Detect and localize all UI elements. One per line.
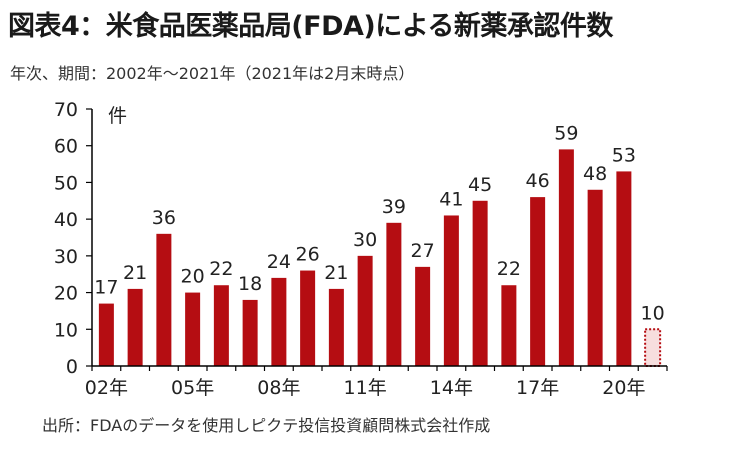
bar [386, 222, 402, 366]
bar [213, 285, 229, 366]
bar [242, 299, 258, 366]
y-axis-unit-label: 件 [108, 105, 127, 127]
bar [357, 255, 373, 366]
chart-subtitle: 年次、期間：2002年～2021年（2021年は2月末時点） [10, 64, 415, 83]
x-tick-label: 02年 [85, 377, 128, 399]
data-label: 10 [641, 302, 665, 324]
y-tick-label: 60 [54, 136, 78, 158]
x-axis: 02年 05年 08年 11年 14年 17年 20年 [85, 366, 668, 399]
data-label: 48 [583, 163, 607, 185]
data-label: 22 [209, 258, 233, 280]
data-label: 24 [267, 251, 291, 273]
data-label: 21 [123, 262, 147, 284]
bar [300, 270, 316, 366]
bar [328, 288, 344, 366]
bar [558, 149, 574, 366]
bar [156, 233, 172, 366]
y-axis: 0 10 20 30 40 50 60 70 [54, 99, 92, 378]
bar-partial [644, 328, 662, 367]
bar [501, 285, 517, 366]
bar [530, 197, 546, 366]
chart-title: 図表4：米食品医薬品局(FDA)による新薬承認件数 [8, 11, 613, 42]
y-tick-label: 0 [66, 356, 78, 378]
data-label: 36 [152, 207, 176, 229]
y-tick-label: 10 [54, 319, 78, 341]
bars [98, 149, 662, 367]
data-label: 46 [526, 170, 550, 192]
data-label: 18 [238, 273, 262, 295]
data-label: 45 [468, 174, 492, 196]
x-tick-label: 14年 [430, 377, 473, 399]
data-label: 26 [296, 244, 320, 266]
source-note: 出所：FDAのデータを使用しピクテ投信投資顧問株式会社作成 [42, 416, 491, 435]
bar [98, 303, 114, 366]
data-label: 22 [497, 258, 521, 280]
data-label: 27 [411, 240, 435, 262]
x-tick-label: 20年 [602, 377, 645, 399]
x-tick-label: 08年 [257, 377, 300, 399]
bar [616, 171, 632, 366]
data-label: 53 [612, 144, 636, 166]
bar [415, 266, 431, 366]
y-tick-label: 20 [54, 283, 78, 305]
data-label: 39 [382, 196, 406, 218]
x-tick-label: 11年 [344, 377, 387, 399]
y-tick-label: 30 [54, 246, 78, 268]
data-label: 59 [554, 122, 578, 144]
data-label: 17 [94, 277, 118, 299]
data-label: 21 [324, 262, 348, 284]
bar [185, 292, 201, 366]
x-tick-label: 05年 [171, 377, 214, 399]
data-label: 20 [181, 266, 205, 288]
data-label: 41 [439, 188, 463, 210]
bar [472, 200, 488, 366]
bar [271, 277, 287, 366]
y-tick-label: 70 [54, 99, 78, 121]
y-tick-label: 40 [54, 209, 78, 231]
bar [587, 189, 603, 366]
bar [127, 288, 143, 366]
x-tick-label: 17年 [516, 377, 559, 399]
bar [443, 215, 459, 366]
y-tick-label: 50 [54, 172, 78, 194]
data-label: 30 [353, 229, 377, 251]
